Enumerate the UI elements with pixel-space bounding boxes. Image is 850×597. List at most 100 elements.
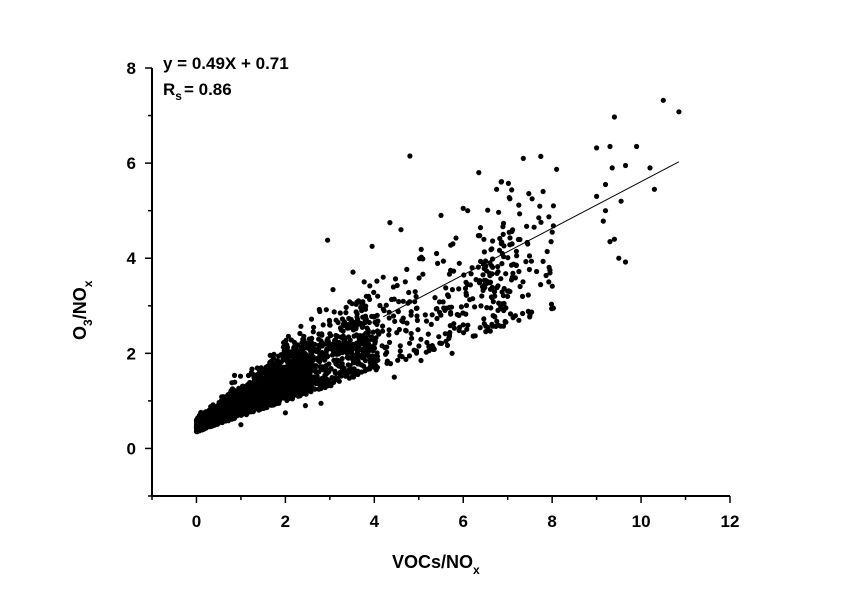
data-point	[428, 321, 434, 327]
data-point	[374, 278, 380, 284]
ticks: 0 2 4 6 8 10 12 0 2 4 6 8	[127, 59, 740, 531]
data-point	[456, 327, 462, 334]
data-point	[418, 336, 424, 342]
data-point	[323, 307, 329, 313]
data-point	[289, 358, 295, 364]
data-point	[493, 323, 499, 329]
data-point	[403, 356, 409, 362]
data-point	[295, 393, 301, 399]
data-point	[371, 345, 378, 351]
data-point	[301, 383, 307, 389]
data-point	[272, 378, 278, 384]
data-point	[350, 269, 356, 275]
data-point	[487, 273, 493, 279]
data-point	[332, 368, 338, 374]
data-point	[229, 380, 235, 386]
data-point	[247, 379, 253, 386]
data-point	[498, 306, 504, 312]
data-point	[312, 365, 318, 371]
data-point	[462, 285, 469, 291]
data-point	[412, 289, 418, 295]
data-point	[375, 293, 381, 299]
data-point	[503, 271, 509, 277]
data-point	[382, 351, 389, 357]
data-point	[540, 188, 546, 195]
data-point	[500, 231, 506, 237]
data-point	[346, 321, 352, 328]
data-point	[397, 343, 403, 349]
data-point	[484, 305, 490, 311]
data-point	[312, 386, 318, 392]
data-point	[446, 333, 452, 339]
data-point	[298, 323, 304, 329]
data-point	[267, 352, 273, 358]
data-point	[445, 292, 451, 298]
data-point	[303, 374, 309, 380]
data-point	[369, 243, 375, 249]
data-point	[283, 337, 289, 343]
data-point	[451, 325, 457, 331]
data-point	[333, 344, 340, 350]
data-point	[333, 332, 339, 339]
data-point	[357, 320, 363, 326]
data-point	[268, 395, 274, 402]
data-point	[447, 323, 453, 329]
data-point	[201, 415, 207, 421]
data-point	[330, 287, 336, 293]
data-point	[318, 385, 324, 392]
data-point	[448, 311, 454, 317]
data-point	[329, 375, 335, 381]
data-point	[346, 366, 353, 372]
data-point	[335, 319, 341, 326]
data-point	[451, 268, 457, 274]
data-point	[538, 282, 544, 288]
data-point	[442, 331, 448, 337]
data-point	[430, 346, 436, 352]
data-point	[362, 306, 369, 312]
data-point	[318, 400, 324, 406]
data-point	[254, 383, 260, 389]
data-point	[444, 342, 451, 348]
data-point	[338, 343, 344, 349]
data-point	[481, 236, 487, 242]
data-point	[261, 399, 267, 405]
data-point	[450, 241, 456, 247]
data-point	[494, 285, 500, 291]
data-point	[333, 361, 339, 367]
data-point	[534, 268, 540, 275]
data-point	[343, 371, 349, 377]
data-point	[334, 376, 341, 382]
data-point	[396, 326, 402, 333]
data-point	[310, 329, 316, 335]
data-point	[346, 315, 352, 322]
data-point	[249, 404, 255, 410]
data-point	[299, 358, 305, 364]
data-point	[194, 418, 200, 424]
data-point	[328, 346, 334, 352]
data-point	[395, 309, 401, 315]
data-point	[380, 306, 386, 312]
data-point	[359, 303, 365, 309]
data-point	[339, 356, 345, 362]
data-point	[242, 390, 249, 396]
data-point	[339, 316, 345, 322]
data-point	[508, 277, 515, 283]
data-point	[319, 332, 325, 338]
data-point	[546, 279, 552, 285]
data-point	[328, 383, 334, 389]
data-point	[371, 289, 377, 295]
data-point	[320, 322, 326, 328]
data-point	[361, 338, 367, 345]
x-tick-label: 12	[721, 512, 740, 531]
x-tick-label: 4	[370, 512, 380, 531]
data-point	[286, 365, 292, 371]
data-point	[618, 198, 624, 204]
data-point	[391, 374, 397, 380]
data-point	[524, 223, 530, 229]
data-point	[399, 318, 405, 324]
data-point	[236, 406, 242, 412]
data-point	[343, 304, 349, 310]
data-point	[676, 109, 682, 115]
data-point	[472, 304, 478, 310]
data-point	[288, 378, 294, 385]
